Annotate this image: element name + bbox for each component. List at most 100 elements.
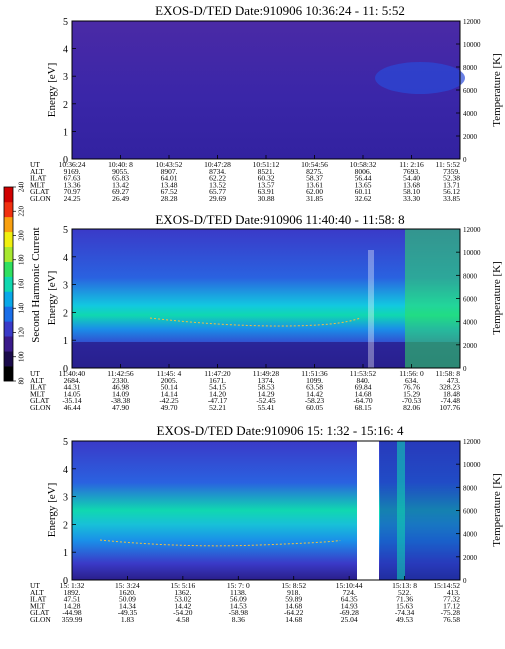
table-cell: 359.99 — [62, 615, 83, 624]
table-cell: 14.20 — [209, 389, 226, 398]
colorbar-cell — [4, 336, 13, 352]
table-cell: 62.22 — [209, 174, 226, 183]
table-cell: 413. — [447, 588, 460, 597]
table-cell: 473. — [447, 376, 460, 385]
table-cell: 14.93 — [341, 601, 358, 610]
table-cell: 49.70 — [161, 403, 178, 412]
y-right-tick-label: 4000 — [463, 531, 478, 539]
table-cell: 13.61 — [306, 180, 323, 189]
table-cell: 64.01 — [161, 174, 178, 183]
table-cell: 70.97 — [64, 187, 81, 196]
spectrogram-feature — [375, 62, 465, 94]
table-cell: 64.35 — [341, 595, 358, 604]
colorbar-tick-label: 80 — [18, 377, 26, 385]
table-cell: 10:51:12 — [253, 160, 280, 169]
y-tick-label: 0 — [63, 155, 68, 166]
colorbar-tick-label: 220 — [18, 206, 26, 217]
table-row-label: MLT — [30, 389, 46, 398]
table-cell: 15.29 — [403, 389, 420, 398]
table-cell: 107.76 — [439, 403, 460, 412]
table-cell: 1.83 — [121, 615, 134, 624]
table-cell: 11:53:52 — [350, 369, 377, 378]
table-cell: 15: 3:24 — [115, 581, 140, 590]
table-cell: 11:58: 8 — [435, 369, 460, 378]
panel-1-ylabel: Energy [eV] — [46, 63, 58, 117]
table-cell: 14.53 — [230, 601, 247, 610]
table-cell: 15:14:52 — [433, 581, 460, 590]
y-right-tick-label: 10000 — [463, 249, 481, 257]
table-cell: 44.31 — [64, 383, 81, 392]
table-row-label: MLT — [30, 601, 46, 610]
table-cell: 13.71 — [443, 180, 460, 189]
y-tick-label: 2 — [63, 100, 68, 111]
table-cell: 68.15 — [355, 403, 372, 412]
table-cell: 11:45: 4 — [157, 369, 182, 378]
colorbar-cell — [4, 246, 13, 262]
table-row-label: GLAT — [30, 187, 50, 196]
y-tick-label: 1 — [63, 336, 68, 347]
table-cell: 76.58 — [443, 615, 460, 624]
table-cell: 8.36 — [232, 615, 245, 624]
table-cell: -74.48 — [441, 396, 461, 405]
table-cell: 522. — [398, 588, 411, 597]
table-row-label: UT — [30, 160, 40, 169]
panel-1-title: EXOS-D/TED Date:910906 10:36:24 - 11: 5:… — [155, 3, 405, 18]
table-cell: -35.14 — [62, 396, 82, 405]
colorbar-cell — [4, 231, 13, 247]
spectrogram-feature — [72, 342, 460, 368]
table-cell: 50.09 — [119, 595, 136, 604]
table-cell: -54.20 — [173, 608, 193, 617]
table-cell: -38.38 — [111, 396, 131, 405]
table-cell: 8521. — [258, 167, 275, 176]
table-cell: -47.17 — [208, 396, 228, 405]
colorbar-tick-label: 160 — [18, 278, 26, 289]
table-cell: -70.53 — [402, 396, 422, 405]
table-cell: 59.89 — [285, 595, 302, 604]
y-right-tick-label: 12000 — [463, 438, 481, 446]
y-right-tick-label: 8000 — [463, 64, 478, 72]
colorbar-tick-label: 240 — [18, 181, 26, 192]
y-right-tick-label: 0 — [463, 365, 467, 373]
table-cell: 1362. — [174, 588, 191, 597]
table-cell: 328.23 — [439, 383, 460, 392]
temperature-trace — [149, 317, 361, 327]
y-right-tick-label: 6000 — [463, 508, 478, 516]
table-row-label: ALT — [30, 588, 44, 597]
table-cell: 13.36 — [64, 180, 81, 189]
table-cell: 13.65 — [355, 180, 372, 189]
y-right-tick-label: 0 — [463, 577, 467, 585]
y-tick-label: 4 — [63, 253, 68, 264]
panel-3-ylabel: Energy [eV] — [46, 483, 58, 537]
y-tick-label: 2 — [63, 520, 68, 531]
table-cell: 14.42 — [306, 389, 323, 398]
y-right-tick-label: 4000 — [463, 110, 478, 118]
table-cell: 2005. — [161, 376, 178, 385]
y-tick-label: 5 — [63, 225, 68, 236]
table-cell: 54.40 — [403, 174, 420, 183]
colorbar-tick-label: 180 — [18, 254, 26, 265]
panel-1-spectrogram — [72, 21, 465, 159]
table-cell: -64.22 — [284, 608, 304, 617]
y-tick-label: 0 — [63, 364, 68, 375]
colorbar-cell — [4, 291, 13, 307]
table-cell: 11:56: 0 — [399, 369, 424, 378]
table-cell: 32.62 — [355, 194, 372, 203]
table-cell: 67.63 — [64, 174, 81, 183]
table-row-label: GLON — [30, 403, 51, 412]
y-right-tick-label: 2000 — [463, 554, 478, 562]
colorbar-cell — [4, 216, 13, 233]
table-cell: 10:54:56 — [301, 160, 328, 169]
table-cell: 1099. — [306, 376, 323, 385]
table-cell: 56.09 — [230, 595, 247, 604]
table-cell: 54.15 — [209, 383, 226, 392]
y-right-tick-label: 6000 — [463, 296, 478, 304]
colorbar-cell — [4, 201, 13, 218]
panel-3: EXOS-D/TED Date:910906 15: 1:32 - 15:16:… — [30, 423, 503, 624]
table-cell: 63.91 — [258, 187, 275, 196]
colorbar-cell — [4, 261, 13, 277]
table-cell: 69.27 — [112, 187, 129, 196]
table-cell: 47.51 — [64, 595, 81, 604]
colorbar-tick-label: 200 — [18, 230, 26, 241]
table-cell: 46.98 — [112, 383, 129, 392]
